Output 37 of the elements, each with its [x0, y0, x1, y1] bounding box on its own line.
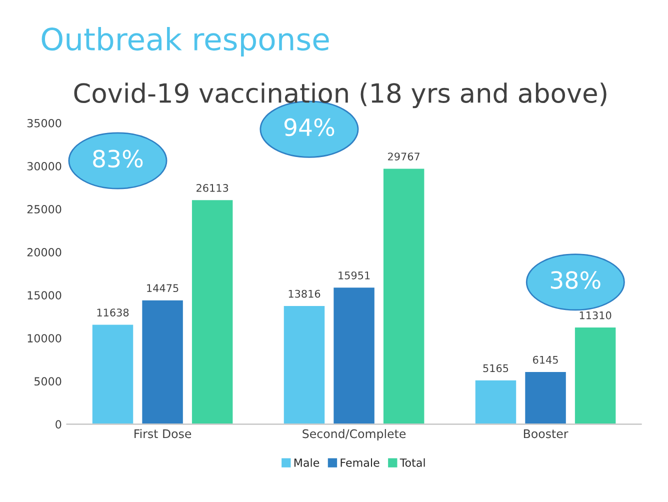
- annotation: 38%: [550, 271, 600, 289]
- bar: [140, 298, 184, 424]
- y-tick-label: 20000: [27, 248, 62, 256]
- bar: [382, 167, 426, 424]
- y-tick-label: 0: [56, 420, 62, 429]
- x-tick-label: First Dose: [134, 429, 192, 438]
- bar: [190, 198, 234, 424]
- y-tick-label: 10000: [28, 334, 62, 343]
- data-label: 11638: [97, 308, 129, 316]
- y-tick-label: 5000: [34, 377, 62, 386]
- bar: [524, 370, 568, 424]
- legend-label: Female: [340, 458, 380, 467]
- chart-subtitle: Covid-19 vaccination (18 yrs and above): [74, 82, 606, 108]
- chart-title: Outbreak response: [42, 26, 329, 57]
- y-tick-label: 25000: [27, 205, 62, 214]
- x-tick-label: Second/Complete: [302, 429, 406, 440]
- y-tick-label: 30000: [27, 162, 62, 170]
- data-label: 26113: [196, 184, 228, 192]
- y-tick-label: 35000: [27, 118, 62, 128]
- legend-label: Total: [400, 458, 425, 467]
- annotation: 83%: [93, 150, 143, 168]
- data-label: 6145: [533, 356, 558, 364]
- legend-label: Male: [294, 458, 320, 467]
- data-label: 11310: [580, 311, 612, 320]
- bar: [91, 323, 135, 424]
- bar: [332, 286, 376, 424]
- x-tick-label: Booster: [524, 429, 568, 438]
- data-label: 15951: [338, 271, 370, 280]
- bar: [282, 304, 326, 424]
- bar: [574, 326, 618, 424]
- data-label: 13816: [288, 290, 320, 298]
- annotation: 94%: [284, 118, 334, 136]
- data-label: 29767: [388, 152, 420, 160]
- bar: [474, 379, 518, 424]
- data-label: 14475: [147, 284, 178, 292]
- y-tick-label: 15000: [28, 291, 62, 300]
- data-label: 5165: [483, 364, 508, 372]
